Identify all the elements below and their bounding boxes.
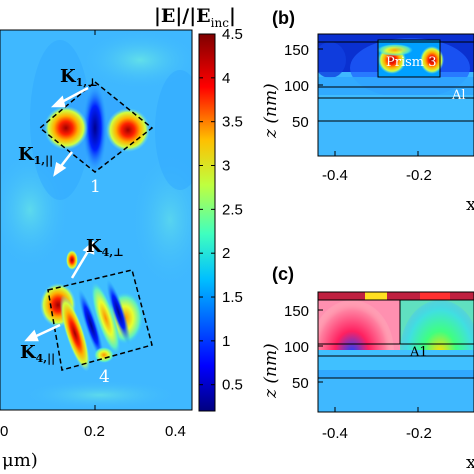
- colorbar-ticks: 4.5 4 3.5 3 2.5 2 1.5 1 0.5: [199, 26, 243, 394]
- prism-4-label: 4: [99, 367, 110, 387]
- panel-c: (c) A1: [261, 264, 474, 473]
- panel-b-xtick-1: -0.2: [406, 167, 432, 184]
- colorbar-bar: [198, 33, 216, 412]
- colorbar-tick-label: 2: [222, 245, 230, 262]
- colorbar-title: |E|/|Einc|: [154, 5, 236, 30]
- prism-1-outline: [38, 81, 154, 173]
- panel-a-xtick-2: 0.4: [165, 423, 186, 440]
- k4-par-label: K4,||: [20, 342, 55, 365]
- panel-c-xtick-0: -0.4: [322, 425, 348, 442]
- panel-b-ytick-0: 150: [284, 42, 309, 59]
- colorbar-tick-label: 4.5: [222, 26, 243, 43]
- stripe-pattern: [59, 279, 131, 372]
- panel-c-heatmap: [318, 292, 474, 412]
- panel-b-frame: [317, 33, 474, 157]
- panel-b-xlabel-partial: x: [466, 194, 474, 215]
- panel-c-ytick-0: 150: [284, 303, 309, 320]
- panel-b-heatmap: [318, 34, 474, 156]
- k1-par-label: K1,||: [18, 144, 53, 167]
- panel-b-ytick-2: 50: [292, 114, 309, 131]
- panel-c-frame: [317, 291, 474, 413]
- colorbar-tick-label: 1.5: [222, 289, 243, 306]
- prism-1-label: 1: [90, 177, 101, 197]
- colorbar-tick-label: 0.5: [222, 377, 243, 394]
- colorbar-tick-label: 4: [222, 70, 230, 87]
- prism-3-label: Prism 3: [386, 55, 437, 70]
- panel-a-heatmap: [0, 30, 192, 410]
- colorbar: |E|/|Einc| 4.5 4 3.5 3 2.5 2 1.5 1 0.5: [154, 5, 243, 412]
- panel-c-xlabel-partial: x: [466, 452, 474, 473]
- panel-b-ytick-1: 100: [284, 78, 309, 95]
- panel-c-xtick-1: -0.2: [406, 425, 432, 442]
- k1-perp-label: K1,⊥: [60, 66, 98, 89]
- panel-b-layer-label: Al: [451, 88, 466, 103]
- colorbar-tick-label: 2.5: [222, 201, 243, 218]
- panel-b-layer-lines: [318, 39, 474, 122]
- k1-perp-arrowhead: [50, 95, 66, 108]
- panel-c-ytick-2: 50: [292, 375, 309, 392]
- panel-a-xtick-1: 0.2: [84, 423, 105, 440]
- panel-c-ylabel: z (nm): [261, 343, 281, 399]
- k4-perp-arrow: [70, 247, 92, 279]
- panel-c-layer-lines: [318, 299, 474, 379]
- prism-4-outline: [47, 269, 153, 371]
- panel-c-ticks: [318, 309, 419, 412]
- panel-b-ticks: [318, 48, 419, 156]
- panel-a-frame: [0, 29, 193, 411]
- panel-c-label: (c): [272, 264, 294, 284]
- panel-b-ylabel: z (nm): [261, 83, 281, 139]
- panel-a-xtick-0: 0: [0, 423, 8, 440]
- panel-b: (b) Prism 3 Al: [261, 8, 474, 215]
- panel-c-ytick-1: 100: [284, 339, 309, 356]
- panel-a: K1,⊥ K1,|| 1 K4,⊥ K4,|| 4 0 0.2 0.4 μm): [0, 29, 193, 471]
- k4-perp-label: K4,⊥: [86, 236, 124, 259]
- panel-b-xtick-0: -0.4: [322, 167, 348, 184]
- k4-par-arrowhead: [24, 329, 39, 342]
- k4-perp-arrowhead: [82, 240, 95, 255]
- colorbar-tick-label: 1: [222, 333, 230, 350]
- panel-a-xlabel: μm): [2, 450, 38, 471]
- colorbar-tick-label: 3.5: [222, 114, 243, 131]
- panel-c-layer-label: A1: [409, 345, 428, 360]
- k1-par-arrowhead: [53, 162, 67, 177]
- colorbar-tick-label: 3: [222, 158, 230, 175]
- panel-b-label: (b): [272, 8, 295, 28]
